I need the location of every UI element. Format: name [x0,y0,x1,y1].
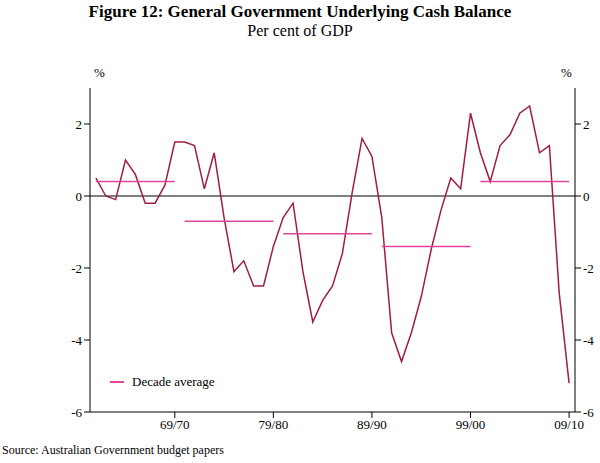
svg-text:2: 2 [583,117,590,132]
svg-text:2: 2 [76,117,83,132]
svg-text:-6: -6 [583,405,592,420]
html-text:Source: Australian Government: Source: Australian Government budget pap… [2,443,224,457]
svg-text:89/90: 89/90 [357,417,387,432]
svg-text:79/80: 79/80 [259,417,289,432]
svg-text:-6: -6 [71,405,82,420]
svg-text:69/70: 69/70 [160,417,190,432]
svg-text:0: 0 [76,189,83,204]
svg-text:-4: -4 [583,333,592,348]
svg-text:-4: -4 [71,333,82,348]
svg-text:-2: -2 [583,261,592,276]
html-text:Figure 12: General Government: Figure 12: General Government Underlying… [88,2,512,21]
svg-text:-2: -2 [71,261,82,276]
html-text:Per cent of GDP: Per cent of GDP [247,22,353,39]
svg-text:0: 0 [583,189,590,204]
html-text:Decade average: Decade average [132,374,215,389]
svg-text:09/10: 09/10 [554,417,584,432]
svg-text:99/00: 99/00 [456,417,486,432]
